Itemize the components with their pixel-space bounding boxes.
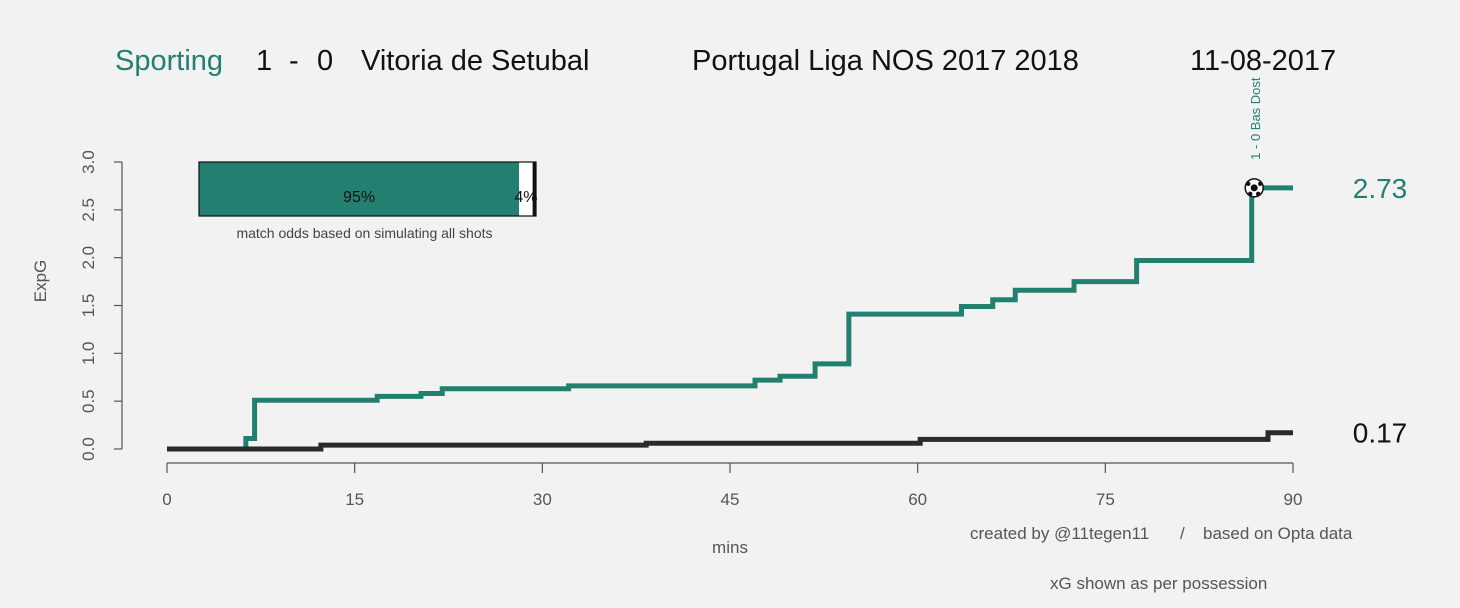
x-axis: 0 15 30 45 60 75 90 — [162, 462, 1303, 509]
x-tick-label: 60 — [908, 490, 927, 509]
y-axis-label: ExpG — [31, 260, 50, 303]
score-away: 0 — [317, 45, 333, 77]
odds-bar-frame — [198, 161, 537, 217]
score-home: 1 — [256, 45, 272, 77]
credits-separator: / — [1180, 524, 1185, 543]
score-separator: - — [289, 45, 299, 77]
odds-draw-label: 4% — [514, 189, 537, 206]
goal-marker-ball-icon — [1244, 178, 1264, 198]
home-team-name: Sporting — [115, 45, 223, 77]
y-tick-label: 3.0 — [79, 150, 98, 174]
goal-layer: 1 - 0 Bas Dost — [1244, 77, 1264, 198]
x-tick-label: 45 — [721, 490, 740, 509]
credits-note: xG shown as per possession — [1050, 574, 1267, 593]
x-tick-label: 75 — [1096, 490, 1115, 509]
y-tick-label: 2.5 — [79, 198, 98, 222]
y-tick-label: 1.5 — [79, 294, 98, 318]
end-label-layer: 2.73 0.17 — [1353, 173, 1408, 449]
y-tick-label: 0.0 — [79, 437, 98, 461]
x-tick-label: 90 — [1284, 490, 1303, 509]
series-layer — [167, 185, 1293, 452]
x-tick-label: 0 — [162, 490, 171, 509]
credits-created-by: created by @11tegen11 — [970, 524, 1149, 543]
series-line-0 — [167, 185, 1293, 452]
series-line-1 — [167, 430, 1293, 452]
y-tick-label: 2.0 — [79, 246, 98, 270]
series-final-value: 0.17 — [1353, 418, 1408, 449]
competition-name: Portugal Liga NOS 2017 2018 — [692, 45, 1079, 77]
y-tick-label: 0.5 — [79, 389, 98, 413]
match-date: 11-08-2017 — [1190, 45, 1336, 77]
odds-caption: match odds based on simulating all shots — [236, 225, 492, 241]
odds-draw-segment — [519, 162, 533, 216]
goal-label: 1 - 0 Bas Dost — [1248, 77, 1263, 160]
credits-source: based on Opta data — [1203, 524, 1353, 543]
match-odds-bar: 95% 4% match odds based on simulating al… — [198, 161, 537, 241]
y-axis: 0.0 0.5 1.0 1.5 2.0 2.5 3.0 — [79, 150, 123, 461]
x-tick-label: 30 — [533, 490, 552, 509]
odds-home-segment — [199, 162, 520, 216]
away-team-name: Vitoria de Setubal — [361, 45, 589, 77]
odds-home-label: 95% — [343, 189, 375, 206]
x-axis-label: mins — [712, 538, 748, 557]
odds-away-segment — [532, 162, 536, 216]
y-tick-label: 1.0 — [79, 342, 98, 366]
x-tick-label: 15 — [345, 490, 364, 509]
series-final-value: 2.73 — [1353, 173, 1408, 204]
